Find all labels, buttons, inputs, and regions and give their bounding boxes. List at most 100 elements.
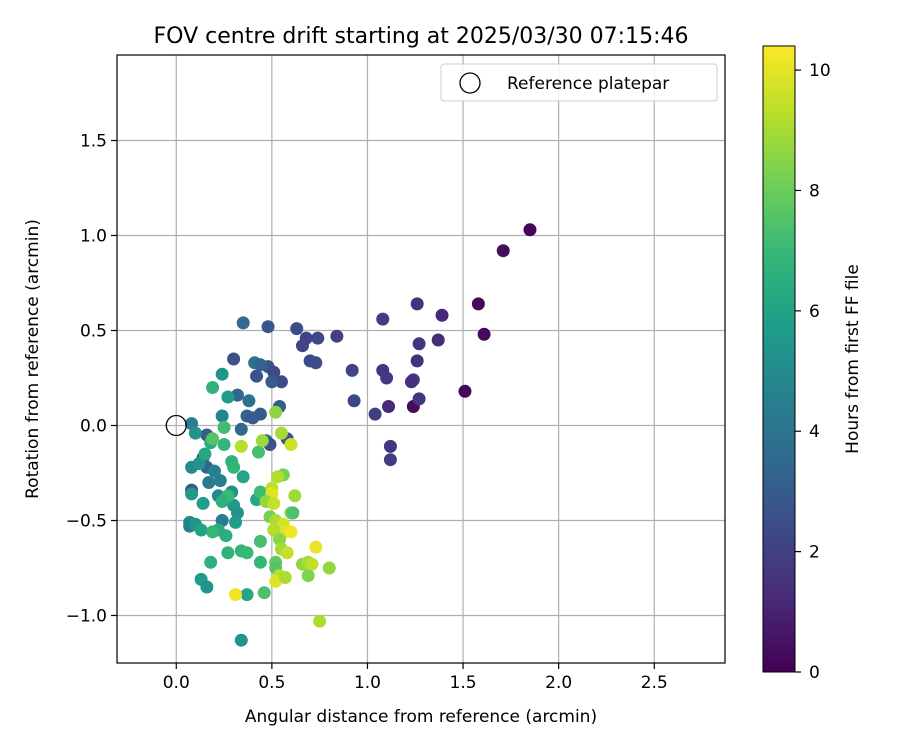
data-point — [477, 327, 491, 341]
data-point — [309, 356, 323, 370]
data-point — [230, 506, 244, 520]
data-point — [257, 586, 271, 600]
y-tick-label: 1.5 — [80, 132, 107, 152]
data-point — [309, 540, 323, 554]
data-point — [236, 316, 250, 330]
data-point — [221, 390, 235, 404]
y-tick-label: 0.0 — [80, 417, 107, 437]
data-point — [271, 470, 285, 484]
colorbar-tick-label: 0 — [809, 663, 820, 683]
data-point — [458, 384, 472, 398]
data-point — [265, 375, 279, 389]
data-point — [253, 555, 267, 569]
data-point — [204, 555, 218, 569]
data-point — [219, 529, 233, 543]
x-tick-label: 2.5 — [641, 673, 668, 693]
colorbar-tick-label: 2 — [809, 543, 820, 563]
data-point — [251, 445, 265, 459]
data-point — [253, 485, 267, 499]
data-point — [288, 489, 302, 503]
y-tick-label: 0.5 — [80, 322, 107, 342]
data-point — [236, 470, 250, 484]
data-point — [208, 464, 222, 478]
data-point — [206, 525, 220, 539]
colorbar-tick-label: 8 — [809, 181, 820, 201]
colorbar-tick-label: 10 — [809, 61, 831, 81]
data-point — [253, 534, 267, 548]
data-point — [404, 375, 418, 389]
data-point — [206, 381, 220, 394]
data-point — [227, 352, 241, 366]
data-point — [381, 400, 395, 413]
data-point — [280, 546, 294, 560]
data-point — [198, 447, 212, 461]
y-tick-label: −0.5 — [66, 512, 107, 532]
legend: Reference platepar — [440, 63, 718, 102]
data-point — [261, 320, 275, 334]
chart-title: FOV centre drift starting at 2025/03/30 … — [154, 24, 689, 49]
data-point — [431, 333, 445, 347]
data-point — [202, 476, 216, 489]
plot-frame — [116, 54, 726, 664]
data-point — [274, 375, 288, 389]
data-point — [215, 495, 229, 508]
data-point — [206, 432, 220, 446]
data-point — [227, 460, 241, 474]
data-point — [383, 439, 397, 453]
data-point — [234, 422, 248, 436]
y-axis-label: Rotation from reference (arcmin) — [23, 219, 43, 499]
data-point — [322, 561, 336, 575]
colorbar-tick-label: 6 — [809, 302, 820, 322]
data-point — [383, 453, 397, 467]
data-point — [412, 392, 426, 406]
y-tick-label: −1.0 — [66, 607, 107, 627]
data-point — [269, 405, 283, 419]
data-point — [240, 546, 254, 560]
data-point — [200, 580, 214, 594]
x-axis-label: Angular distance from reference (arcmin) — [245, 707, 597, 727]
x-tick-label: 0.5 — [258, 673, 285, 693]
data-point — [229, 588, 243, 602]
data-point — [376, 312, 390, 326]
data-point — [217, 438, 231, 451]
data-point — [185, 487, 199, 501]
data-point — [305, 557, 319, 571]
data-point — [267, 496, 281, 510]
data-point — [255, 434, 269, 448]
data-point — [471, 297, 485, 311]
legend-marker — [459, 72, 481, 94]
data-point — [496, 244, 510, 258]
legend-label: Reference platepar — [507, 74, 669, 94]
data-point — [412, 337, 426, 351]
reference-point — [165, 414, 187, 437]
data-point — [345, 363, 359, 377]
data-point — [368, 407, 382, 421]
colorbar-tick-label: 4 — [809, 422, 820, 442]
data-point — [217, 420, 231, 434]
data-point — [278, 571, 292, 584]
data-point — [380, 371, 394, 385]
data-point — [192, 457, 206, 470]
reference-marker — [165, 414, 187, 437]
data-point — [410, 354, 424, 368]
data-point — [295, 339, 309, 353]
data-point — [410, 297, 424, 311]
colorbar-ticks: 0 2 4 6 8 10 — [795, 61, 831, 683]
colorbar-label: Hours from first FF file — [843, 264, 863, 454]
data-point — [267, 523, 281, 537]
data-point — [215, 409, 229, 423]
data-point — [194, 523, 208, 537]
data-point — [290, 322, 304, 336]
data-point — [213, 474, 227, 488]
x-tick-label: 0.0 — [163, 673, 190, 693]
data-point — [253, 358, 267, 372]
data-point — [347, 394, 361, 408]
data-point — [284, 525, 298, 539]
data-point — [311, 331, 325, 345]
data-point — [435, 308, 449, 322]
data-point — [240, 588, 254, 602]
data-point — [242, 394, 256, 408]
data-point — [284, 438, 298, 451]
data-point — [301, 569, 315, 583]
